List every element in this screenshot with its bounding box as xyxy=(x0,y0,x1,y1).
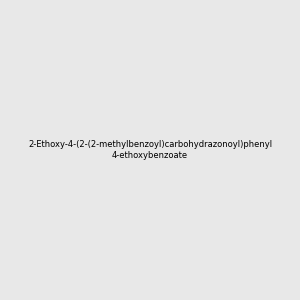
Text: 2-Ethoxy-4-(2-(2-methylbenzoyl)carbohydrazonoyl)phenyl 4-ethoxybenzoate: 2-Ethoxy-4-(2-(2-methylbenzoyl)carbohydr… xyxy=(28,140,272,160)
